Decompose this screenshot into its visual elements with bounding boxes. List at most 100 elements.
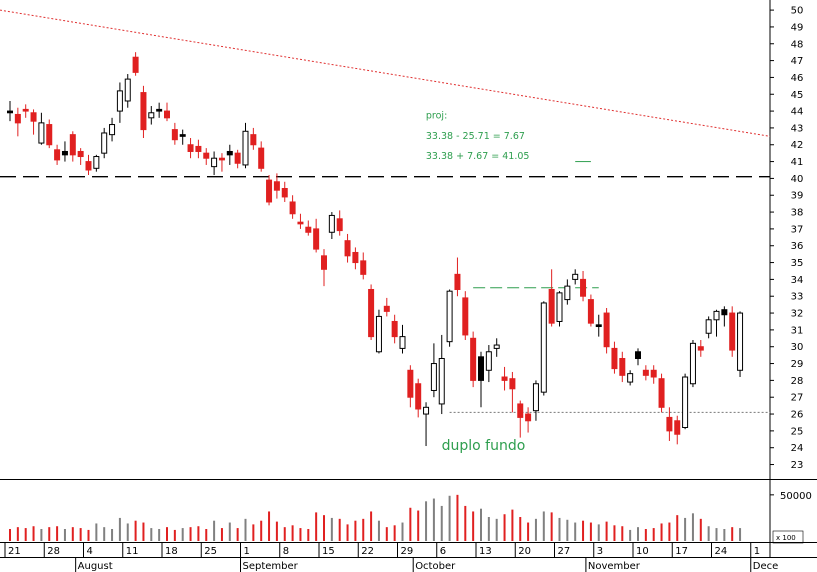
candle [415, 378, 422, 418]
candle-body [627, 373, 634, 383]
volume-bar [511, 509, 514, 541]
day-tick-label: 20 [518, 546, 531, 557]
candle-body [611, 347, 618, 370]
volume-bar [519, 517, 522, 541]
candle [635, 348, 641, 366]
price-tick-label: 30 [791, 342, 804, 353]
volume-bar [111, 529, 114, 541]
volume-bar [393, 525, 396, 541]
candle [407, 365, 414, 408]
candle [642, 365, 649, 381]
volume-bar [103, 527, 106, 541]
candle [109, 117, 116, 142]
candle-body [383, 305, 390, 312]
price-tick-label: 31 [791, 325, 804, 336]
volume-bar [542, 511, 545, 541]
candle-body [171, 129, 178, 141]
candle [501, 366, 508, 391]
candle [156, 102, 163, 118]
price-axis: 23 24 25 26 27 28 29 30 31 32 33 34 35 36 37 38 39 40 41 42… [770, 6, 812, 544]
candle-body [226, 150, 233, 156]
candle-body [619, 358, 626, 376]
annotations: proj: 33.38 - 25.71 = 7.67 33.38 + 7.67 = … [426, 111, 530, 455]
candle-body [729, 312, 736, 351]
day-tick-label: 25 [204, 546, 217, 557]
candle [540, 301, 547, 396]
volume-bar [158, 529, 161, 541]
price-tick-label: 35 [791, 258, 804, 269]
volume-bar [448, 495, 451, 541]
volume-bar [260, 520, 263, 541]
candle [101, 127, 108, 159]
volume-bar [323, 515, 325, 541]
price-tick-label: 50 [791, 6, 804, 17]
volume-bar [307, 529, 310, 541]
candle-body [7, 110, 13, 114]
candle-body [234, 152, 241, 164]
candle [61, 141, 68, 162]
candle [164, 102, 170, 122]
candle-body [423, 406, 430, 415]
candle [587, 294, 594, 327]
volume-bar [637, 527, 639, 541]
candle [281, 181, 288, 202]
candle [250, 127, 257, 150]
candle-body [556, 292, 563, 322]
price-tick-label: 32 [791, 309, 804, 320]
candle-body [462, 297, 469, 336]
volume-bar [644, 529, 647, 541]
candle [399, 324, 406, 354]
candle [116, 82, 123, 123]
candle [195, 139, 202, 159]
candle-body [674, 420, 681, 435]
volume-bar [629, 529, 632, 541]
candle-body [336, 218, 343, 232]
volume-bar [330, 517, 333, 541]
candle-body [156, 108, 163, 112]
volume-bar [589, 522, 592, 541]
candle-body [273, 181, 280, 191]
candle-body [61, 150, 68, 156]
volume-bar [652, 528, 655, 541]
day-tick-label: 15 [322, 546, 335, 557]
candle-body [179, 134, 186, 137]
volume-bar [166, 527, 168, 541]
candle-body [642, 369, 649, 376]
volume-bar [723, 529, 726, 541]
volume-bar [16, 527, 19, 541]
volume-bar [370, 511, 373, 541]
candle-body [415, 383, 422, 410]
candle-body [321, 255, 327, 270]
volume-bar [527, 522, 530, 541]
volume-bar [126, 523, 129, 541]
volume-bar [699, 518, 702, 541]
price-tick-label: 44 [791, 107, 804, 118]
candle [619, 351, 626, 383]
pattern-label: duplo fundo [442, 438, 526, 454]
price-tick-label: 39 [791, 191, 804, 202]
price-tick-label: 42 [791, 140, 804, 151]
candle [517, 400, 524, 438]
candle-body [470, 337, 477, 381]
candle [266, 175, 273, 206]
candle-body [525, 413, 532, 422]
candle [682, 373, 689, 430]
volume-bar [574, 522, 577, 541]
candle-body [360, 260, 367, 275]
volume-bar [464, 505, 467, 541]
candle-body [116, 90, 123, 112]
candle [650, 365, 657, 384]
volume-tick-label: 50000 [780, 491, 812, 502]
volume-bar [621, 526, 624, 541]
candle-body [438, 358, 445, 405]
volume-unit-label: x 100 [776, 534, 796, 542]
candle [438, 334, 445, 415]
volume-bar [582, 520, 585, 541]
candle [93, 154, 100, 172]
candle-body [454, 273, 461, 290]
price-panel [0, 0, 817, 558]
candle-body [635, 351, 641, 360]
day-tick-label: 27 [558, 546, 571, 557]
volume-bar [660, 523, 663, 541]
volume-bar [385, 527, 388, 541]
